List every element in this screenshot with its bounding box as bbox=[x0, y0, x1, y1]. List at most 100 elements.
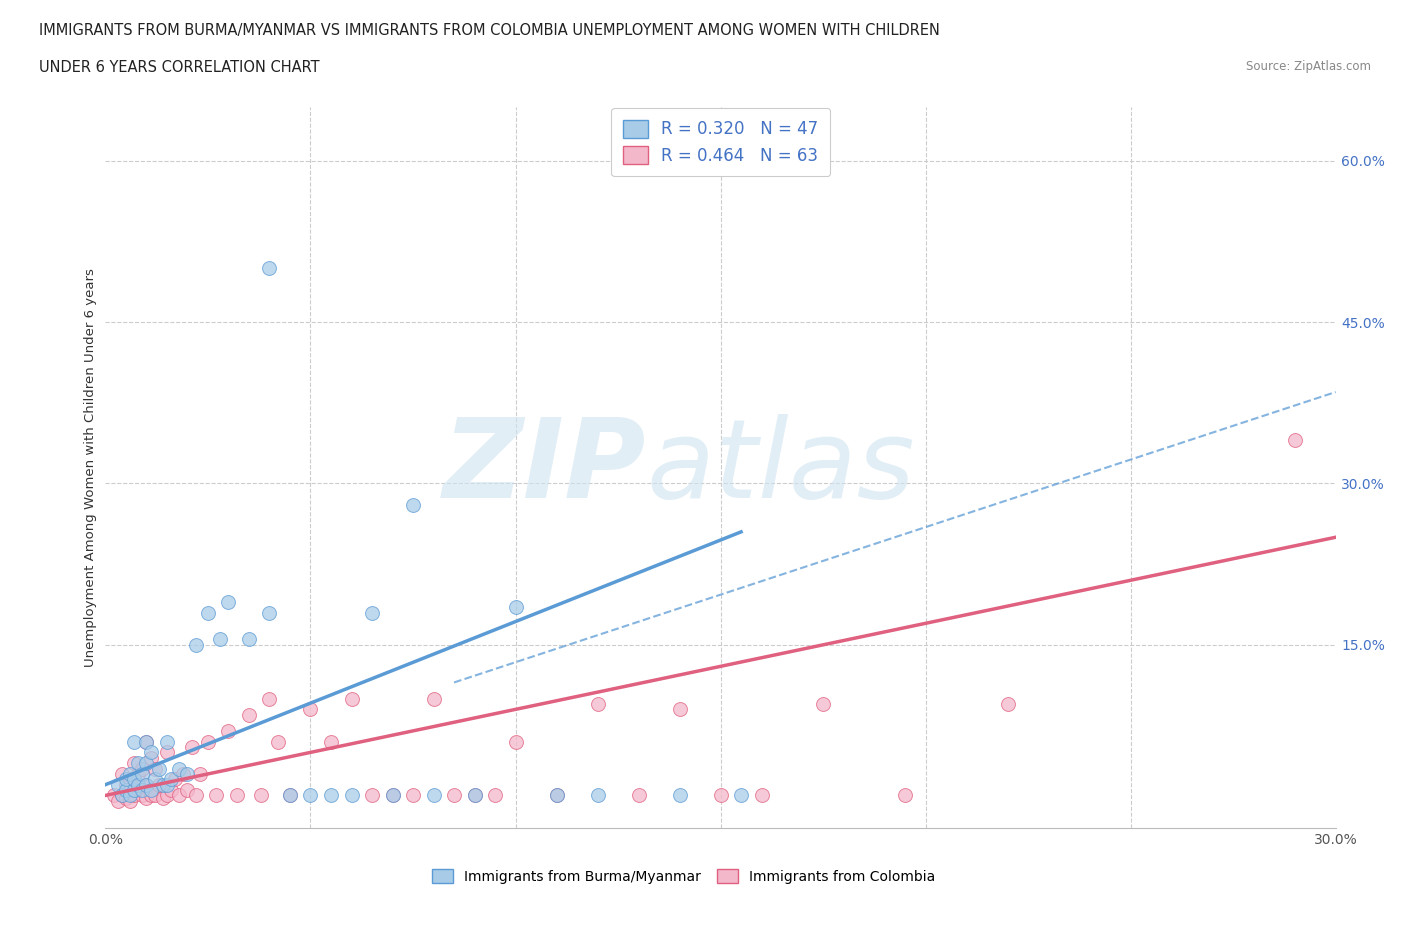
Point bbox=[139, 783, 162, 798]
Point bbox=[1284, 433, 1306, 448]
Point bbox=[299, 788, 322, 803]
Point bbox=[505, 734, 527, 749]
Point bbox=[122, 788, 145, 803]
Point bbox=[127, 777, 149, 792]
Point bbox=[107, 793, 129, 808]
Point bbox=[156, 734, 179, 749]
Point bbox=[120, 766, 141, 781]
Point bbox=[361, 605, 384, 620]
Point bbox=[259, 605, 281, 620]
Point bbox=[197, 605, 219, 620]
Text: UNDER 6 YEARS CORRELATION CHART: UNDER 6 YEARS CORRELATION CHART bbox=[39, 60, 321, 75]
Point bbox=[278, 788, 301, 803]
Point bbox=[135, 790, 157, 805]
Point bbox=[238, 708, 260, 723]
Point bbox=[184, 637, 207, 652]
Point bbox=[139, 745, 162, 760]
Point bbox=[225, 788, 247, 803]
Point bbox=[381, 788, 404, 803]
Point bbox=[169, 788, 191, 803]
Point bbox=[115, 783, 138, 798]
Point bbox=[710, 788, 733, 803]
Point bbox=[627, 788, 650, 803]
Point bbox=[143, 772, 166, 787]
Point bbox=[586, 697, 609, 711]
Point bbox=[160, 783, 183, 798]
Point bbox=[197, 734, 219, 749]
Point bbox=[143, 788, 166, 803]
Point bbox=[176, 783, 198, 798]
Point bbox=[218, 724, 240, 738]
Point bbox=[176, 766, 198, 781]
Point bbox=[381, 788, 404, 803]
Point bbox=[218, 594, 240, 609]
Point bbox=[267, 734, 290, 749]
Point bbox=[422, 788, 444, 803]
Point bbox=[152, 777, 174, 792]
Point bbox=[131, 761, 153, 776]
Text: Source: ZipAtlas.com: Source: ZipAtlas.com bbox=[1246, 60, 1371, 73]
Point bbox=[143, 761, 166, 776]
Point bbox=[103, 788, 125, 803]
Point bbox=[139, 788, 162, 803]
Point bbox=[172, 766, 194, 781]
Point bbox=[730, 788, 752, 803]
Point bbox=[464, 788, 486, 803]
Point bbox=[402, 498, 425, 512]
Point bbox=[131, 783, 153, 798]
Point bbox=[165, 772, 187, 787]
Point bbox=[120, 788, 141, 803]
Point bbox=[156, 745, 179, 760]
Point bbox=[259, 261, 281, 276]
Point bbox=[894, 788, 917, 803]
Point bbox=[180, 739, 202, 754]
Point bbox=[107, 777, 129, 792]
Point bbox=[127, 756, 149, 771]
Point bbox=[135, 756, 157, 771]
Point bbox=[135, 777, 157, 792]
Y-axis label: Unemployment Among Women with Children Under 6 years: Unemployment Among Women with Children U… bbox=[84, 268, 97, 667]
Text: ZIP: ZIP bbox=[443, 414, 647, 521]
Point bbox=[169, 761, 191, 776]
Point bbox=[209, 632, 232, 647]
Point bbox=[115, 790, 138, 805]
Point bbox=[402, 788, 425, 803]
Point bbox=[156, 788, 179, 803]
Point bbox=[464, 788, 486, 803]
Point bbox=[188, 766, 211, 781]
Point bbox=[586, 788, 609, 803]
Point bbox=[122, 783, 145, 798]
Point bbox=[546, 788, 568, 803]
Point bbox=[152, 790, 174, 805]
Point bbox=[135, 734, 157, 749]
Text: atlas: atlas bbox=[647, 414, 915, 521]
Point bbox=[250, 788, 273, 803]
Point bbox=[115, 777, 138, 792]
Point bbox=[997, 697, 1019, 711]
Point bbox=[205, 788, 228, 803]
Point bbox=[422, 691, 444, 706]
Point bbox=[111, 788, 134, 803]
Point bbox=[139, 751, 162, 765]
Point bbox=[340, 788, 363, 803]
Point bbox=[122, 772, 145, 787]
Point bbox=[319, 788, 342, 803]
Point bbox=[148, 777, 170, 792]
Point bbox=[111, 788, 134, 803]
Point bbox=[319, 734, 342, 749]
Point bbox=[120, 793, 141, 808]
Point bbox=[238, 632, 260, 647]
Point bbox=[751, 788, 773, 803]
Point bbox=[156, 777, 179, 792]
Point bbox=[668, 788, 690, 803]
Point bbox=[160, 772, 183, 787]
Point bbox=[668, 702, 690, 717]
Point bbox=[111, 766, 134, 781]
Point bbox=[122, 734, 145, 749]
Point bbox=[299, 702, 322, 717]
Point bbox=[135, 734, 157, 749]
Point bbox=[505, 600, 527, 615]
Point bbox=[122, 756, 145, 771]
Legend: Immigrants from Burma/Myanmar, Immigrants from Colombia: Immigrants from Burma/Myanmar, Immigrant… bbox=[426, 863, 941, 889]
Point bbox=[131, 788, 153, 803]
